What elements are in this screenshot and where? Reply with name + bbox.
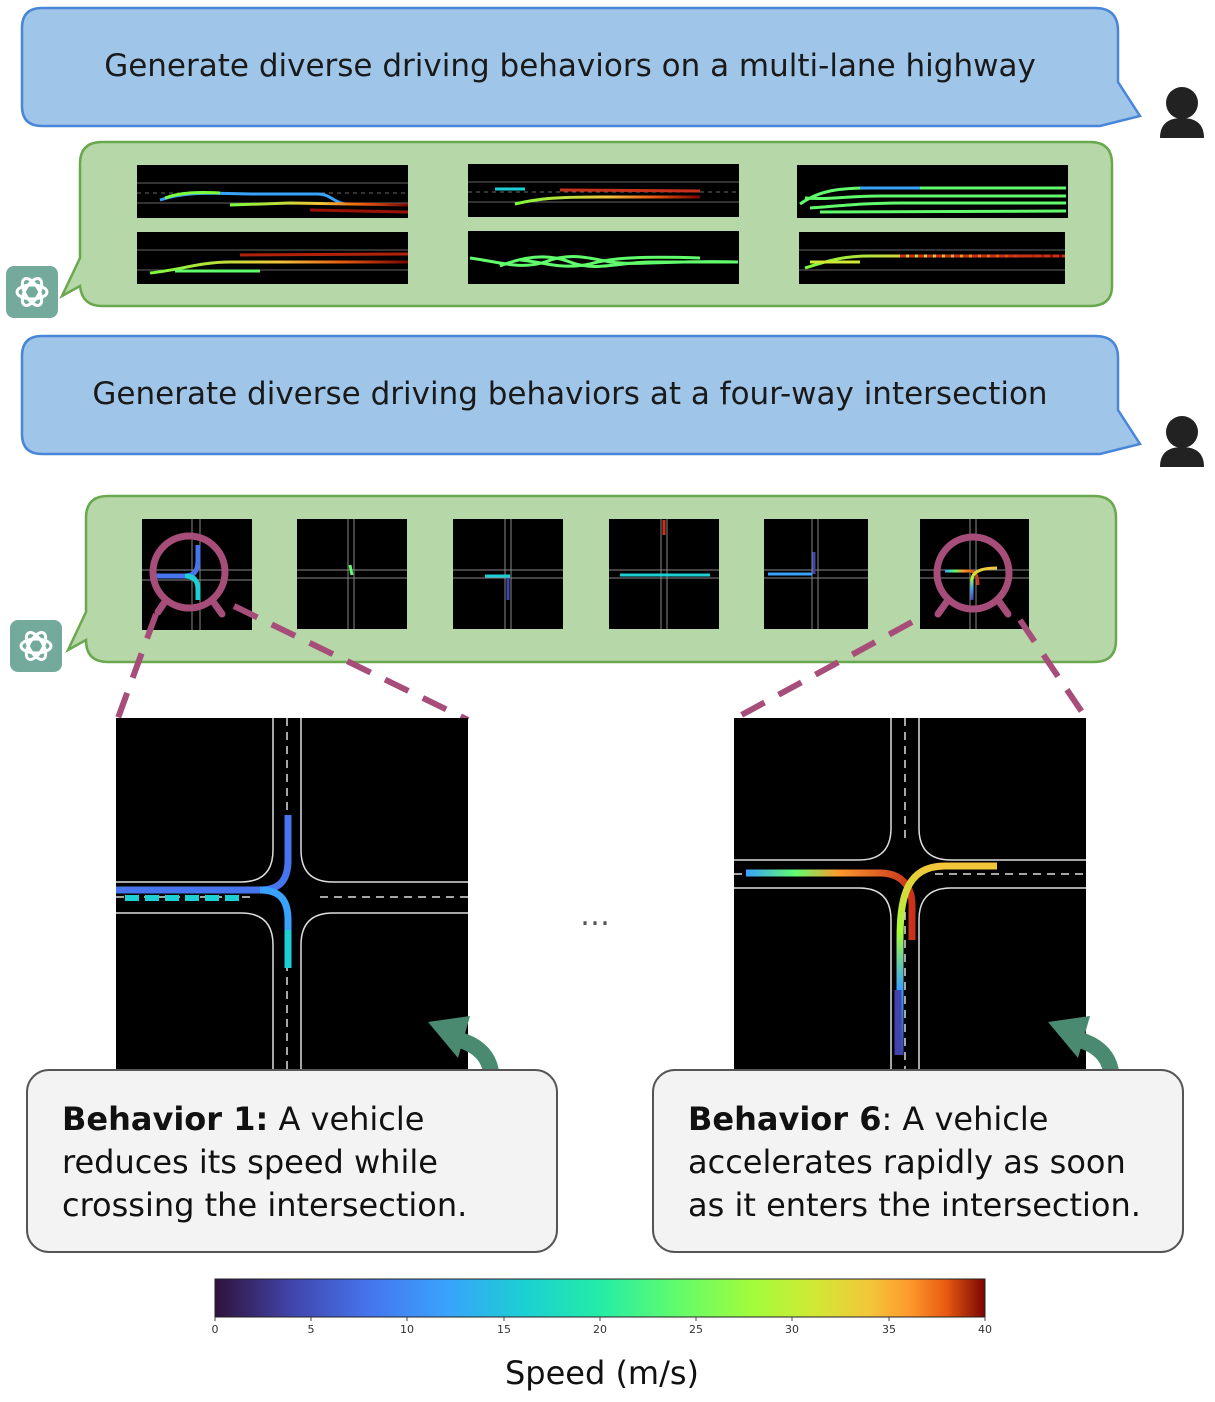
intersection-detail-behavior-1 [116,718,468,1070]
behavior-6-description: : A vehicle accelerates rapidly as soon … [688,1100,1141,1224]
highway-thumb-3 [797,165,1068,218]
magnifier-icon [149,532,229,618]
prompt-text-1: Generate diverse driving behaviors on a … [104,48,1036,84]
colorbar-tick-label: 40 [978,1323,992,1336]
user-icon [1160,416,1204,467]
highway-thumb-6 [799,232,1065,284]
prompt-text-2: Generate diverse driving behaviors at a … [92,376,1048,412]
highway-thumb-2 [468,164,739,217]
behavior-1-description: A vehicle reduces its speed while crossi… [62,1100,468,1224]
colorbar-tick-label: 15 [497,1323,511,1336]
colorbar-tick-label: 20 [593,1323,607,1336]
colorbar-label: Speed (m/s) [504,1354,700,1392]
highway-thumb-1 [137,165,409,218]
speed-colorbar [214,1278,986,1318]
highway-thumb-5 [468,231,739,284]
intersection-thumb-2 [297,519,407,629]
behavior-6-card [652,1069,1184,1253]
chatgpt-icon [10,620,62,672]
colorbar-tick-marks [214,1317,986,1321]
behavior-1-card [26,1069,558,1253]
colorbar-tick-label: 30 [785,1323,799,1336]
behavior-1-title: Behavior 1: [62,1100,269,1138]
intersection-detail-behavior-6 [734,718,1086,1070]
prompt-bubble-1 [20,6,1142,128]
user-icon [1160,87,1204,138]
intersection-thumb-3 [453,519,563,629]
intersection-thumb-4 [609,519,719,629]
highway-thumbnails [137,164,1068,284]
behavior-1-text: Behavior 1: A vehicle reduces its speed … [62,1098,532,1227]
colorbar-tick-label: 5 [307,1323,315,1336]
intersection-thumb-5 [764,519,868,629]
prompt-bubble-2 [20,334,1142,456]
behavior-6-text: Behavior 6: A vehicle accelerates rapidl… [688,1098,1163,1227]
highway-thumb-4 [137,232,409,284]
zoom-lines [115,603,1089,723]
ellipsis: … [580,898,610,933]
colorbar-tick-label: 10 [400,1323,414,1336]
magnifier-icon [933,533,1013,618]
colorbar-tick-label: 35 [882,1323,896,1336]
chatgpt-icon [6,266,58,318]
colorbar-tick-label: 0 [211,1323,219,1336]
behavior-6-title: Behavior 6 [688,1100,882,1138]
colorbar-tick-label: 25 [689,1323,703,1336]
